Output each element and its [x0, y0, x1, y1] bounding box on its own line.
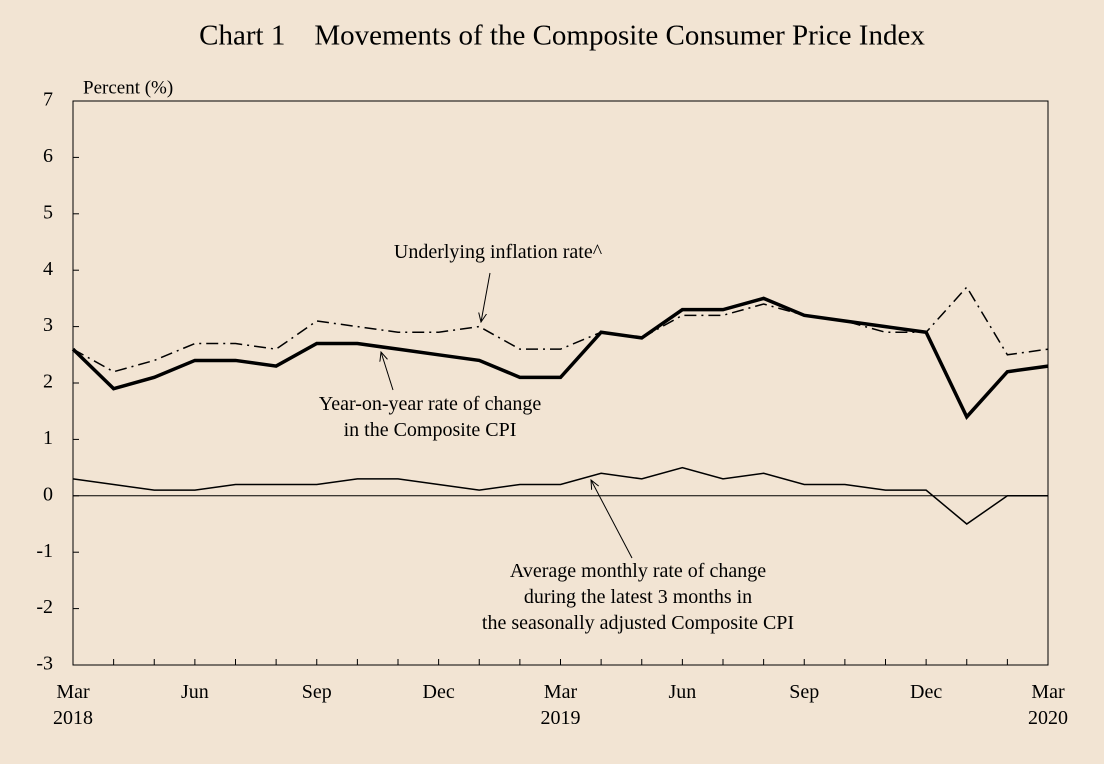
- series-line: [71, 296, 1049, 420]
- x-tick-label: Dec: [422, 681, 455, 703]
- y-axis-label: Percent (%): [83, 77, 173, 98]
- series-line: [72, 285, 1049, 373]
- x-tick-label: Mar 2018: [53, 681, 93, 729]
- annotation-arrow: [381, 352, 394, 391]
- x-tick-label: Sep: [789, 681, 820, 703]
- series-label: Year-on-year rate of change in the Compo…: [318, 393, 542, 441]
- series-label: Underlying inflation rate^: [393, 241, 603, 263]
- y-tick-label: 1: [43, 427, 53, 449]
- y-tick-label: 4: [43, 258, 53, 280]
- series-line: [72, 466, 1048, 525]
- x-tick-label: Sep: [301, 681, 332, 703]
- y-tick-label: 5: [43, 201, 53, 223]
- chart-title: Chart 1 Movements of the Composite Consu…: [199, 20, 925, 52]
- x-tick-label: Jun: [668, 681, 697, 703]
- y-tick-label: 3: [43, 314, 53, 336]
- series-label: Average monthly rate of change during th…: [481, 560, 795, 634]
- x-tick-label: Jun: [180, 681, 209, 703]
- y-tick-label: -2: [36, 596, 53, 618]
- y-tick-label: -3: [36, 653, 53, 675]
- y-tick-label: 6: [43, 145, 53, 167]
- x-tick-label: Mar 2020: [1028, 681, 1068, 729]
- y-tick-label: 7: [43, 89, 53, 111]
- y-tick-label: -1: [36, 540, 53, 562]
- y-tick-label: 0: [43, 483, 53, 505]
- y-tick-label: 2: [43, 371, 53, 393]
- x-tick-label: Dec: [910, 681, 943, 703]
- x-tick-label: Mar 2019: [540, 681, 581, 729]
- annotation-arrow: [591, 480, 633, 559]
- annotation-arrow: [481, 272, 491, 322]
